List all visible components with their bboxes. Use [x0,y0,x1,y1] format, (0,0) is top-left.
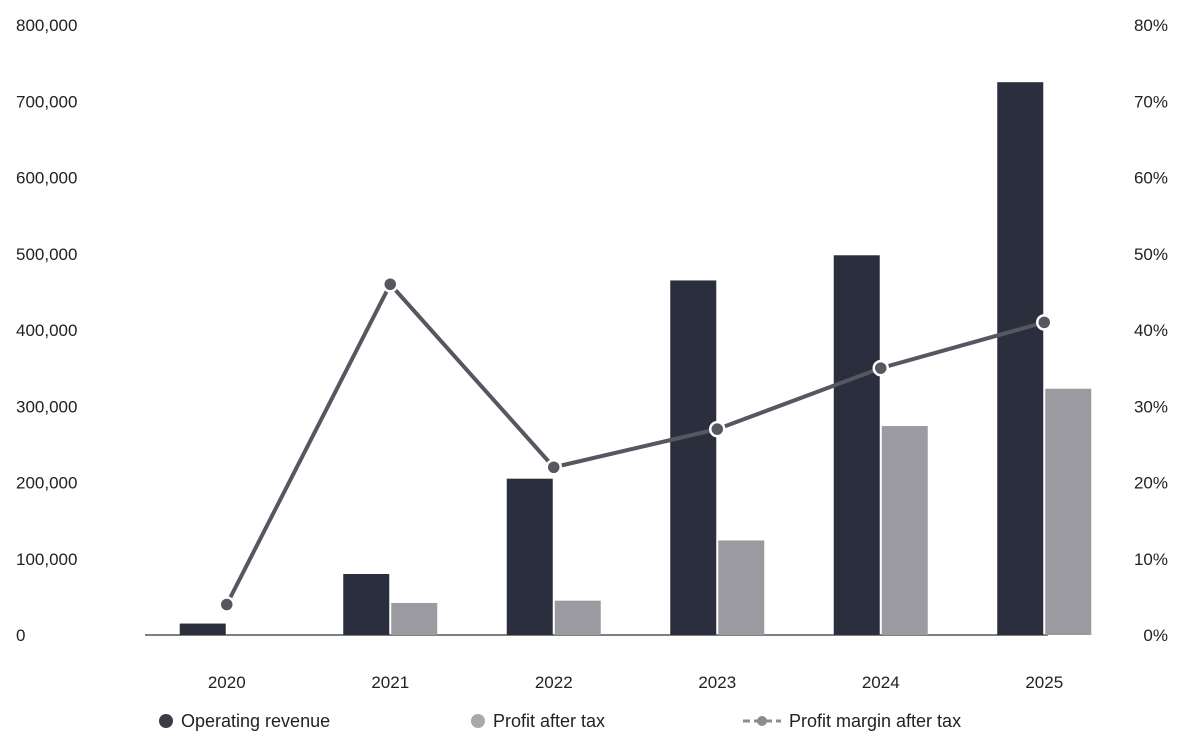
operating-revenue-bar [343,574,390,635]
profit-margin-point [1036,314,1053,331]
operating-revenue-bar [179,623,226,635]
profit-after-tax-bar [391,602,438,635]
right-axis-tick-label: 40% [1134,321,1168,340]
profit-margin-point [218,596,235,613]
legend-item: Operating revenue [159,711,330,731]
legend-swatch [471,714,485,728]
margin-line-series [218,276,1053,613]
operating-revenue-bar [506,478,553,635]
left-axis-tick-label: 100,000 [16,550,77,569]
left-axis-tick-label: 0 [16,626,25,645]
profit-after-tax-bar [1045,388,1092,635]
operating-revenue-bar [997,82,1044,635]
right-axis-tick-label: 10% [1134,550,1168,569]
operating-revenue-bar [833,255,880,635]
left-axis-tick-label: 300,000 [16,397,77,416]
left-axis-tick-label: 600,000 [16,169,77,188]
left-y-axis: 0 100,000 200,000 300,000 400,000 500,000 600,… [16,16,77,645]
right-axis-tick-label: 80% [1134,16,1168,35]
legend-label: Operating revenue [181,711,330,731]
left-axis-tick-label: 200,000 [16,474,77,493]
profit-margin-point [545,459,562,476]
x-axis: 2020 2021 2022 2023 2024 2025 [208,673,1063,692]
right-y-axis: 0% 10% 20% 30% 40% 50% 60% 70% 80% [1134,16,1168,645]
x-axis-tick-label: 2020 [208,673,246,692]
profit-margin-point [382,276,399,293]
right-axis-tick-label: 0% [1143,626,1168,645]
right-axis-tick-label: 60% [1134,169,1168,188]
x-axis-tick-label: 2023 [698,673,736,692]
legend-item: Profit margin after tax [743,711,961,731]
x-axis-tick-label: 2021 [371,673,409,692]
right-axis-tick-label: 20% [1134,474,1168,493]
left-axis-tick-label: 700,000 [16,92,77,111]
legend-item: Profit after tax [471,711,605,731]
operating-revenue-bar [670,280,717,635]
legend-swatch [159,714,173,728]
right-axis-tick-label: 30% [1134,397,1168,416]
bar-series [179,82,1092,635]
legend-label: Profit margin after tax [789,711,961,731]
profit-after-tax-bar [881,426,928,635]
legend-label: Profit after tax [493,711,605,731]
x-axis-tick-label: 2022 [535,673,573,692]
legend-swatch-dot [757,716,767,726]
profit-margin-point [872,359,889,377]
x-axis-tick-label: 2024 [862,673,900,692]
profit-after-tax-bar [554,600,601,635]
right-axis-tick-label: 50% [1134,245,1168,264]
legend: Operating revenue Profit after tax Profit … [159,711,961,731]
x-axis-tick-label: 2025 [1025,673,1063,692]
left-axis-tick-label: 800,000 [16,16,77,35]
left-axis-tick-label: 400,000 [16,321,77,340]
left-axis-tick-label: 500,000 [16,245,77,264]
profit-margin-point [709,420,726,438]
profit-margin-line [224,282,1045,606]
profit-after-tax-bar [718,540,765,635]
right-axis-tick-label: 70% [1134,92,1168,111]
